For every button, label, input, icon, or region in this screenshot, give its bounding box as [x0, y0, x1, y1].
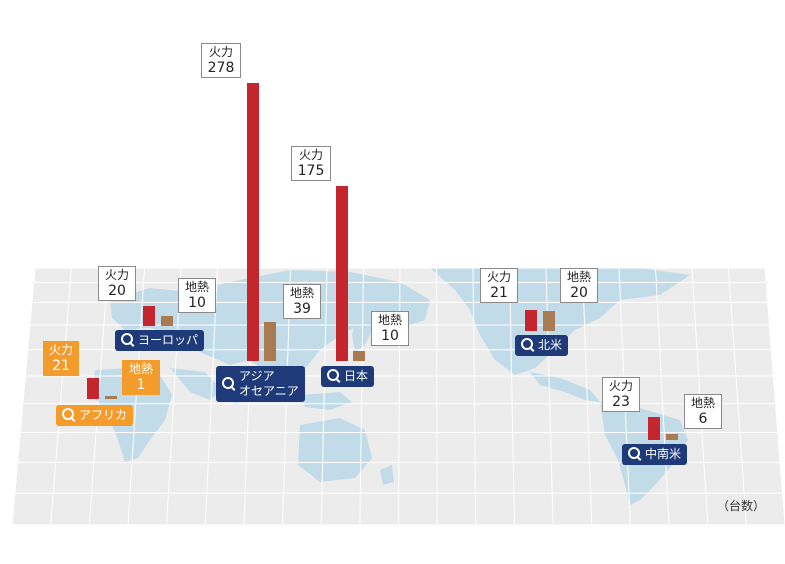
north-america-thermal-callout: 火力 21 [480, 268, 518, 303]
latin-america-geothermal-value: 6 [698, 411, 708, 427]
north-america-thermal-value: 21 [490, 285, 508, 301]
asia-oceania-thermal-label: 火力 [208, 45, 233, 59]
japan-geothermal-callout: 地熱 10 [371, 311, 409, 346]
grid-line-vertical [509, 267, 515, 526]
africa-geothermal-callout: 地熱 1 [122, 360, 160, 395]
search-icon [327, 369, 339, 381]
grid-line-vertical [50, 267, 72, 526]
europe-thermal-label: 火力 [104, 268, 129, 282]
latin-america-thermal-bar [648, 417, 660, 440]
latin-america-geothermal-bar [666, 434, 678, 440]
europe-region-label: ヨーロッパ [138, 333, 199, 347]
north-america-thermal-label: 火力 [486, 270, 511, 284]
search-icon [628, 447, 640, 459]
asia-oceania-thermal-bar [247, 83, 259, 361]
north-america-region-tag[interactable]: 北米 [515, 335, 569, 356]
grid-line-vertical [436, 267, 438, 526]
north-america-geothermal-callout: 地熱 20 [560, 268, 598, 303]
latin-america-thermal-value: 23 [612, 394, 630, 410]
grid-line-vertical [764, 267, 785, 526]
grid-line-vertical [320, 267, 328, 526]
bar-group [87, 83, 678, 440]
japan-geothermal-bar [353, 351, 365, 361]
africa-geothermal-bar [105, 396, 117, 399]
europe-thermal-callout: 火力 20 [98, 266, 136, 301]
asia-oceania-geothermal-bar [264, 322, 276, 361]
search-icon [62, 408, 74, 420]
perspective-grid [11, 267, 785, 526]
europe-geothermal-bar [161, 316, 173, 326]
japan-thermal-callout: 火力 175 [291, 146, 331, 181]
europe-thermal-value: 20 [108, 283, 126, 299]
search-icon [222, 376, 234, 389]
latin-america-thermal-callout: 火力 23 [602, 377, 640, 412]
north-america-geothermal-bar [543, 311, 555, 331]
africa-thermal-label: 火力 [48, 343, 73, 357]
japan-thermal-bar [336, 186, 348, 361]
africa-thermal-callout: 火力 21 [43, 341, 79, 376]
latin-america-region-tag[interactable]: 中南米 [622, 444, 688, 465]
africa-thermal-bar [87, 378, 99, 399]
latin-america-geothermal-callout: 地熱 6 [684, 394, 722, 429]
asia-oceania-region-label-line1: アジア [239, 369, 275, 383]
africa-thermal-value: 21 [52, 358, 70, 374]
grid-line-vertical [728, 267, 747, 526]
grid-line-vertical [472, 267, 477, 526]
japan-geothermal-value: 10 [381, 328, 399, 344]
africa-region-label: アフリカ [79, 408, 128, 422]
africa-geothermal-value: 1 [136, 377, 146, 393]
asia-oceania-thermal-callout: 火力 278 [201, 43, 241, 78]
search-icon [121, 333, 133, 345]
north-america-region-label: 北米 [538, 338, 563, 352]
grid-line-vertical [127, 267, 145, 526]
europe-geothermal-callout: 地熱 10 [178, 278, 216, 313]
asia-oceania-thermal-value: 278 [207, 60, 235, 76]
europe-region-tag[interactable]: ヨーロッパ [115, 330, 205, 351]
japan-region-tag[interactable]: 日本 [321, 366, 375, 387]
grid-line-vertical [359, 267, 364, 526]
grid-line-vertical [582, 267, 593, 526]
asia-oceania-geothermal-callout: 地熱 39 [283, 284, 321, 319]
latin-america-thermal-label: 火力 [608, 379, 633, 393]
north-america-geothermal-value: 20 [570, 285, 588, 301]
grid-line-vertical [545, 267, 554, 526]
asia-oceania-geothermal-label: 地熱 [289, 286, 314, 300]
latin-america-region-label: 中南米 [645, 447, 682, 461]
grid-line-vertical [398, 267, 401, 526]
asia-oceania-geothermal-value: 39 [293, 301, 311, 317]
japan-geothermal-label: 地熱 [377, 313, 402, 327]
europe-geothermal-label: 地熱 [184, 280, 209, 294]
grid-line-vertical [11, 267, 36, 526]
north-america-geothermal-label: 地熱 [566, 270, 591, 284]
japan-thermal-value: 175 [297, 163, 325, 179]
japan-thermal-label: 火力 [298, 148, 323, 162]
north-america-thermal-bar [525, 310, 537, 331]
grid-line-vertical [655, 267, 670, 526]
africa-region-tag[interactable]: アフリカ [56, 405, 134, 426]
europe-geothermal-value: 10 [188, 295, 206, 311]
unit-label: （台数） [716, 499, 765, 513]
asia-oceania-region-tag[interactable]: アジア オセアニア [216, 366, 305, 402]
asia-oceania-region-label-line2: オセアニア [239, 384, 299, 398]
africa-geothermal-label: 地熱 [128, 362, 153, 376]
europe-thermal-bar [143, 306, 155, 326]
latin-america-geothermal-label: 地熱 [690, 396, 715, 410]
search-icon [521, 338, 533, 350]
japan-region-label: 日本 [344, 369, 369, 383]
